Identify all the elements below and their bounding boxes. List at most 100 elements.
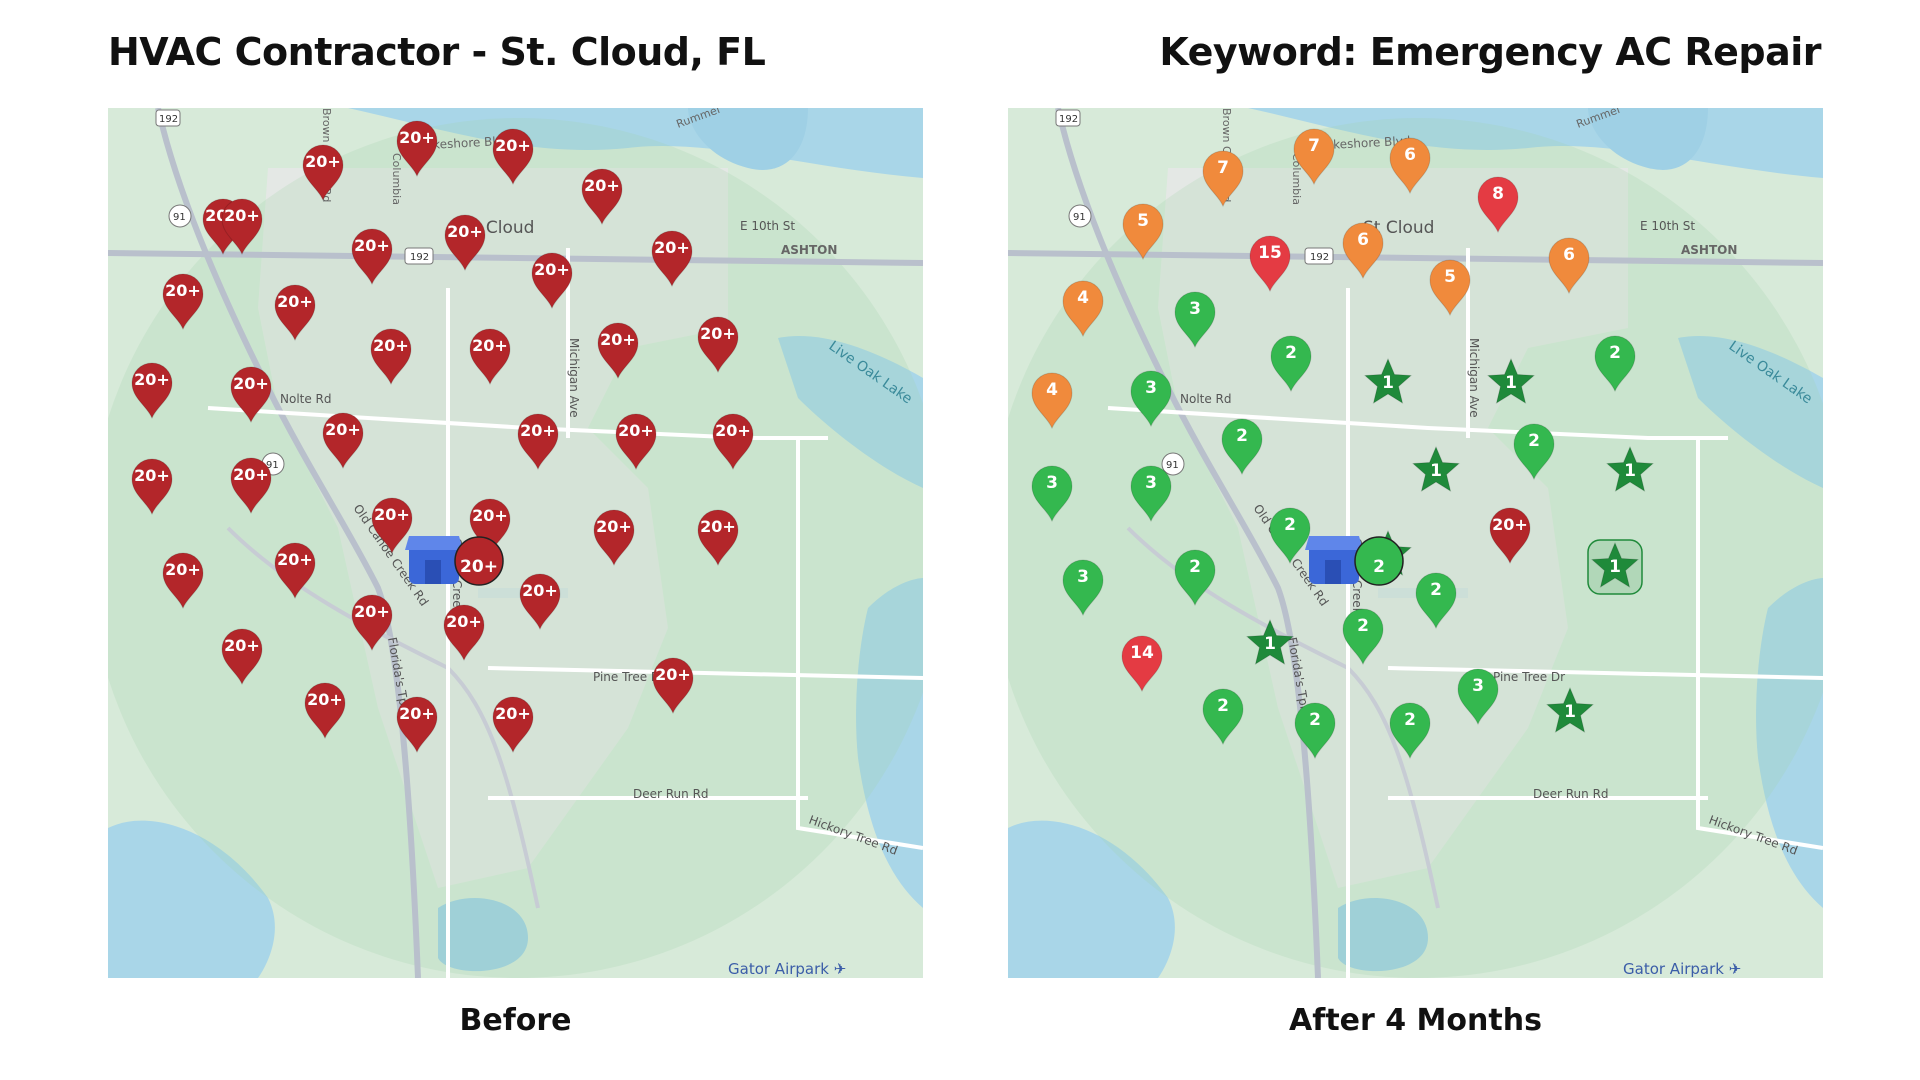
rank-pin-marker[interactable]: 7: [1200, 150, 1246, 208]
map-before[interactable]: St Cloud E Lakeshore Blvd E 10th St ASHT…: [108, 108, 923, 978]
rank-pin-marker[interactable]: 8: [1475, 176, 1521, 234]
rank-pin-marker[interactable]: 6: [1340, 222, 1386, 280]
rank-pin-marker[interactable]: 6: [1546, 237, 1592, 295]
street-label: Pine Tree Dr: [1493, 670, 1565, 684]
rank-label: 20+: [374, 505, 410, 524]
rank-pin-marker[interactable]: 20+: [369, 497, 415, 555]
rank-pin-marker[interactable]: 20+: [710, 413, 756, 471]
rank-star-marker[interactable]: 1: [1542, 684, 1598, 740]
rank-star-marker[interactable]: 1: [1602, 443, 1658, 499]
rank-pin-marker[interactable]: 4: [1029, 372, 1075, 430]
airplane-icon: ✈: [833, 960, 847, 978]
rank-label: 5: [1444, 267, 1456, 287]
rank-pin-marker[interactable]: 20+: [517, 573, 563, 631]
rank-pin-marker[interactable]: 20+: [595, 322, 641, 380]
rank-pin-marker[interactable]: 20+: [160, 552, 206, 610]
lake-bay: [1588, 108, 1708, 170]
rank-label: 20+: [233, 465, 269, 484]
rank-pin-marker[interactable]: 20+: [228, 457, 274, 515]
rank-star-marker[interactable]: 1: [1408, 443, 1464, 499]
rank-pin-marker[interactable]: 3: [1128, 370, 1174, 428]
rank-label: 20+: [447, 222, 483, 241]
rank-pin-marker[interactable]: 3: [1172, 291, 1218, 349]
rank-pin-marker[interactable]: 2: [1387, 702, 1433, 760]
rank-pin-marker[interactable]: 20+: [129, 458, 175, 516]
rank-label: 20+: [495, 704, 531, 723]
rank-star-marker[interactable]: 1: [1483, 355, 1539, 411]
rank-pin-marker[interactable]: 20+: [272, 542, 318, 600]
rank-pin-marker[interactable]: 2: [1511, 423, 1557, 481]
rank-pin-marker[interactable]: 20+: [591, 509, 637, 567]
business-location-marker[interactable]: 2: [1305, 526, 1405, 596]
rank-pin-marker[interactable]: 20+: [579, 168, 625, 226]
rank-label: 1: [1382, 373, 1394, 393]
rank-pin-marker[interactable]: 20+: [490, 696, 536, 754]
rank-pin-marker[interactable]: 20+: [695, 509, 741, 567]
rank-pin-marker[interactable]: 4: [1060, 280, 1106, 338]
rank-pin-marker[interactable]: 2: [1267, 507, 1313, 565]
rank-pin-marker[interactable]: 2: [1172, 549, 1218, 607]
airport-label: Gator Airpark ✈: [1623, 960, 1742, 978]
business-location-marker[interactable]: 20+: [405, 526, 505, 596]
rank-pin-marker[interactable]: 20+: [442, 214, 488, 272]
rank-pin-marker[interactable]: 20+: [272, 284, 318, 342]
rank-pin-marker[interactable]: 2: [1413, 572, 1459, 630]
rank-pin-marker[interactable]: 20+: [467, 328, 513, 386]
rank-pin-marker[interactable]: 3: [1128, 465, 1174, 523]
rank-label: 1: [1430, 461, 1442, 481]
rank-pin-marker[interactable]: 3: [1455, 668, 1501, 726]
rank-pin-marker[interactable]: 2: [1592, 335, 1638, 393]
rank-label: 20+: [534, 260, 570, 279]
rank-star-marker[interactable]: 1: [1587, 539, 1643, 595]
rank-pin-marker[interactable]: 20+: [129, 362, 175, 420]
rank-pin-marker[interactable]: 20+: [368, 328, 414, 386]
rank-pin-marker[interactable]: 5: [1427, 259, 1473, 317]
rank-label: 20+: [715, 421, 751, 440]
rank-label: 8: [1492, 184, 1504, 204]
rank-label: 3: [1145, 378, 1157, 398]
rank-pin-marker[interactable]: 20+: [394, 120, 440, 178]
rank-pin-marker[interactable]: 2: [1340, 608, 1386, 666]
rank-label: 7: [1217, 158, 1229, 178]
rank-pin-marker[interactable]: 7: [1291, 128, 1337, 186]
rank-pin-marker[interactable]: 20+: [302, 682, 348, 740]
rank-pin-marker[interactable]: 20+: [695, 316, 741, 374]
rank-pin-marker[interactable]: 2: [1200, 688, 1246, 746]
rank-pin-marker[interactable]: 20+: [228, 366, 274, 424]
rank-star-marker[interactable]: 1: [1242, 616, 1298, 672]
rank-pin-marker[interactable]: 20+: [349, 594, 395, 652]
rank-label: 20+: [307, 690, 343, 709]
rank-pin-marker[interactable]: 3: [1060, 559, 1106, 617]
rank-pin-marker[interactable]: 20+: [349, 228, 395, 286]
rank-pin-marker[interactable]: 20+: [490, 128, 536, 186]
rank-pin-marker[interactable]: 3: [1029, 465, 1075, 523]
rank-pin-marker[interactable]: 14: [1119, 635, 1165, 693]
rank-pin-marker[interactable]: 20+: [320, 412, 366, 470]
rank-pin-marker[interactable]: 20+: [467, 498, 513, 556]
rank-pin-marker[interactable]: 20+: [219, 628, 265, 686]
rank-label: 1: [1564, 702, 1576, 722]
street-label: Pine Tree Dr: [593, 670, 665, 684]
rank-pin-marker[interactable]: 2: [1268, 335, 1314, 393]
rank-pin-marker[interactable]: 6: [1387, 137, 1433, 195]
rank-pin-marker[interactable]: 20+: [394, 696, 440, 754]
rank-pin-marker[interactable]: 20+: [219, 198, 265, 256]
rank-pin-marker[interactable]: 20+: [160, 273, 206, 331]
rank-pin-marker[interactable]: 20+: [650, 657, 696, 715]
pine-tree-dr: [1387, 666, 1823, 680]
rank-pin-marker[interactable]: 20+: [441, 604, 487, 662]
rank-pin-marker[interactable]: 5: [1120, 203, 1166, 261]
rank-pin-marker[interactable]: 2: [1292, 702, 1338, 760]
rank-pin-marker[interactable]: 20+: [1487, 507, 1533, 565]
rank-pin-marker[interactable]: 20+: [300, 144, 346, 202]
rank-pin-marker[interactable]: 20+: [529, 252, 575, 310]
map-after[interactable]: St Cloud E Lakeshore Blvd E 10th St ASHT…: [1008, 108, 1823, 978]
rank-star-marker[interactable]: 1: [1360, 355, 1416, 411]
rank-label: 20+: [495, 136, 531, 155]
rank-pin-marker[interactable]: 15: [1247, 235, 1293, 293]
rank-pin-marker[interactable]: 20+: [649, 230, 695, 288]
rank-pin-marker[interactable]: 20+: [613, 413, 659, 471]
airport-label: Gator Airpark ✈: [728, 960, 847, 978]
rank-pin-marker[interactable]: 2: [1219, 418, 1265, 476]
rank-pin-marker[interactable]: 20+: [515, 413, 561, 471]
